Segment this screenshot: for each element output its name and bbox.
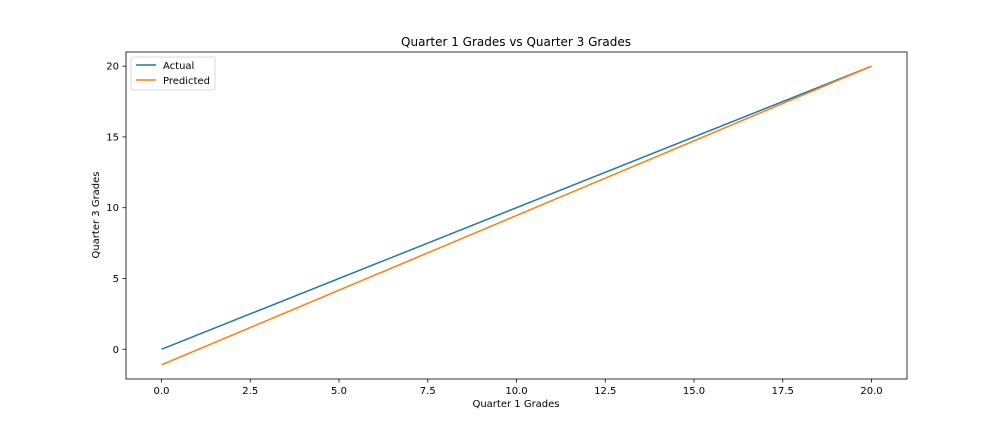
x-axis-label: Quarter 1 Grades <box>472 399 559 410</box>
plot-area: 0.0 2.5 5.0 7.5 10.0 12.5 15.0 17.5 20.0 0 5 10 15 2… <box>106 51 908 397</box>
series-line-actual <box>161 65 872 350</box>
x-tick-label: 2.5 <box>242 386 258 397</box>
chart-title: Quarter 1 Grades vs Quarter 3 Grades <box>401 35 631 49</box>
y-axis-ticks: 0 5 10 15 20 <box>106 62 126 356</box>
x-tick-label: 15.0 <box>683 386 705 397</box>
series-line-predicted <box>161 65 872 366</box>
legend-label-predicted: Predicted <box>163 76 210 87</box>
y-tick-label: 15 <box>106 132 119 143</box>
x-tick-label: 12.5 <box>594 386 616 397</box>
x-tick-label: 0.0 <box>154 386 170 397</box>
x-tick-label: 7.5 <box>420 386 436 397</box>
x-axis-ticks: 0.0 2.5 5.0 7.5 10.0 12.5 15.0 17.5 20.0 <box>154 379 883 397</box>
y-tick-label: 10 <box>106 203 119 214</box>
y-tick-label: 20 <box>106 62 119 73</box>
series-layer <box>161 65 872 366</box>
x-tick-label: 5.0 <box>331 386 347 397</box>
x-tick-label: 17.5 <box>772 386 794 397</box>
x-tick-label: 10.0 <box>505 386 527 397</box>
legend: Actual Predicted <box>130 56 216 91</box>
y-axis-label: Quarter 3 Grades <box>91 171 102 258</box>
y-tick-label: 0 <box>113 345 119 356</box>
y-tick-label: 5 <box>113 274 119 285</box>
legend-label-actual: Actual <box>163 61 194 72</box>
x-tick-label: 20.0 <box>860 386 882 397</box>
